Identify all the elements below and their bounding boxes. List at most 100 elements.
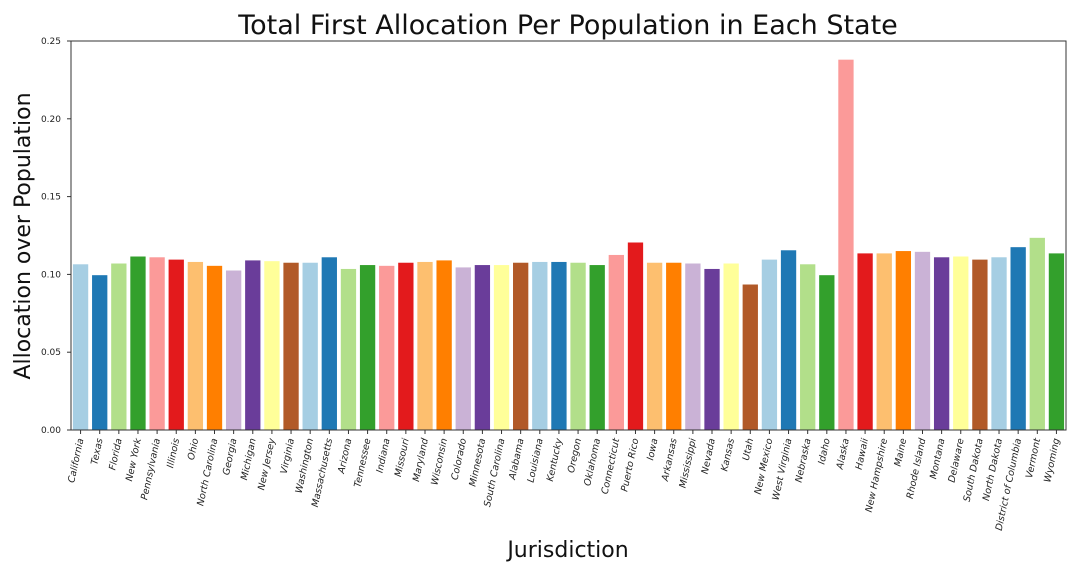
bar xyxy=(302,262,318,430)
x-tick-label: Washington xyxy=(294,437,316,494)
bar xyxy=(532,261,548,430)
x-tick-label: Alabama xyxy=(507,437,527,481)
bar xyxy=(92,275,108,430)
x-tick-label: Colorado xyxy=(450,437,470,481)
bar xyxy=(953,256,969,430)
bar xyxy=(493,265,510,430)
x-tick-label: Arkansas xyxy=(660,437,680,483)
x-tick-label: New Mexico xyxy=(753,437,776,495)
x-tick-label: New Jersey xyxy=(256,437,278,491)
y-tick-label: 0.15 xyxy=(41,193,61,203)
bar xyxy=(551,261,567,430)
x-tick-label: Delaware xyxy=(947,437,967,483)
bar xyxy=(819,275,835,430)
bar xyxy=(455,267,471,430)
x-tick-label: Puerto Rico xyxy=(619,437,641,493)
x-tick-label: Utah xyxy=(741,437,756,461)
bar xyxy=(876,253,892,430)
x-tick-label: Iowa xyxy=(645,437,660,461)
bar xyxy=(838,59,854,431)
bar xyxy=(666,262,682,430)
x-tick-label: Connecticut xyxy=(600,436,623,495)
bar xyxy=(436,260,452,430)
bars-layer xyxy=(72,59,1065,431)
bar xyxy=(379,265,395,430)
x-tick-label: Ohio xyxy=(186,437,201,461)
bar xyxy=(761,259,778,430)
bar xyxy=(800,264,816,430)
x-tick-label: Kansas xyxy=(719,437,737,472)
bar xyxy=(245,260,261,430)
bar xyxy=(914,251,931,430)
x-tick-label: Kentucky xyxy=(545,437,565,483)
y-tick-label: 0.05 xyxy=(41,348,61,358)
bar xyxy=(359,265,376,430)
chart-title: Total First Allocation Per Population in… xyxy=(237,10,898,41)
bar xyxy=(283,262,299,430)
x-tick-label: California xyxy=(66,437,86,484)
bar xyxy=(72,264,89,430)
x-tick-label: Minnesota xyxy=(467,437,488,487)
bar xyxy=(111,263,127,430)
x-tick-label: New York xyxy=(124,437,144,483)
bar xyxy=(685,263,701,430)
bar xyxy=(321,257,337,430)
bar xyxy=(991,257,1007,430)
x-tick-label: Nevada xyxy=(700,437,718,475)
x-tick-label: Indiana xyxy=(375,437,393,474)
x-tick-label: Maine xyxy=(893,437,910,467)
x-tick-label: Michigan xyxy=(239,437,259,481)
x-tick-label: Illinois xyxy=(165,437,182,469)
x-tick-label: Vermont xyxy=(1024,436,1043,479)
bar xyxy=(398,262,414,430)
bar xyxy=(704,268,720,430)
bar xyxy=(723,263,739,430)
y-tick-label: 0.10 xyxy=(41,270,61,280)
bar xyxy=(780,250,797,430)
bar xyxy=(1029,237,1045,430)
x-tick-label: Hawaii xyxy=(854,437,871,471)
x-tick-label: Louisiana xyxy=(526,437,546,483)
y-axis-title: Allocation over Population xyxy=(11,92,36,379)
bar xyxy=(742,284,758,430)
x-tick-label: Alaska xyxy=(834,437,851,471)
bar xyxy=(168,259,184,430)
x-tick-label: Mississippi xyxy=(678,437,699,489)
x-tick-label: Nebraska xyxy=(794,437,814,483)
y-axis: 0.00 0.05 0.10 0.15 0.20 0.25 xyxy=(41,37,71,436)
x-tick-label: Tennessee xyxy=(352,437,373,488)
bar xyxy=(264,261,280,430)
bar xyxy=(570,262,586,430)
bar xyxy=(646,262,663,430)
bar xyxy=(206,265,223,430)
plot-frame xyxy=(70,40,1067,431)
x-tick-label: Virginia xyxy=(279,437,297,475)
bar xyxy=(474,265,491,430)
bar xyxy=(972,259,988,430)
bar xyxy=(895,251,912,430)
x-tick-label: Arizona xyxy=(336,437,354,475)
bar xyxy=(1010,247,1026,430)
x-tick-label: Missouri xyxy=(393,437,412,478)
bar xyxy=(149,257,165,430)
bar xyxy=(187,261,204,430)
x-tick-label: Texas xyxy=(89,437,105,466)
x-axis-title: Jurisdiction xyxy=(505,538,628,563)
x-tick-label: Oregon xyxy=(566,437,584,474)
x-tick-label: Idaho xyxy=(816,437,832,465)
y-tick-label: 0.00 xyxy=(41,426,61,436)
x-tick-label: Wisconsin xyxy=(429,437,450,486)
x-tick-label: Montana xyxy=(928,437,947,480)
x-tick-label: Florida xyxy=(107,437,125,471)
bar xyxy=(130,256,146,430)
bar xyxy=(627,242,644,430)
bar xyxy=(417,261,433,430)
bar xyxy=(340,268,357,430)
y-tick-label: 0.25 xyxy=(41,37,61,47)
bar xyxy=(513,262,529,430)
y-tick-label: 0.20 xyxy=(41,115,61,125)
x-tick-label: Wyoming xyxy=(1042,437,1062,483)
x-tick-label: Pennsylvania xyxy=(139,437,163,501)
